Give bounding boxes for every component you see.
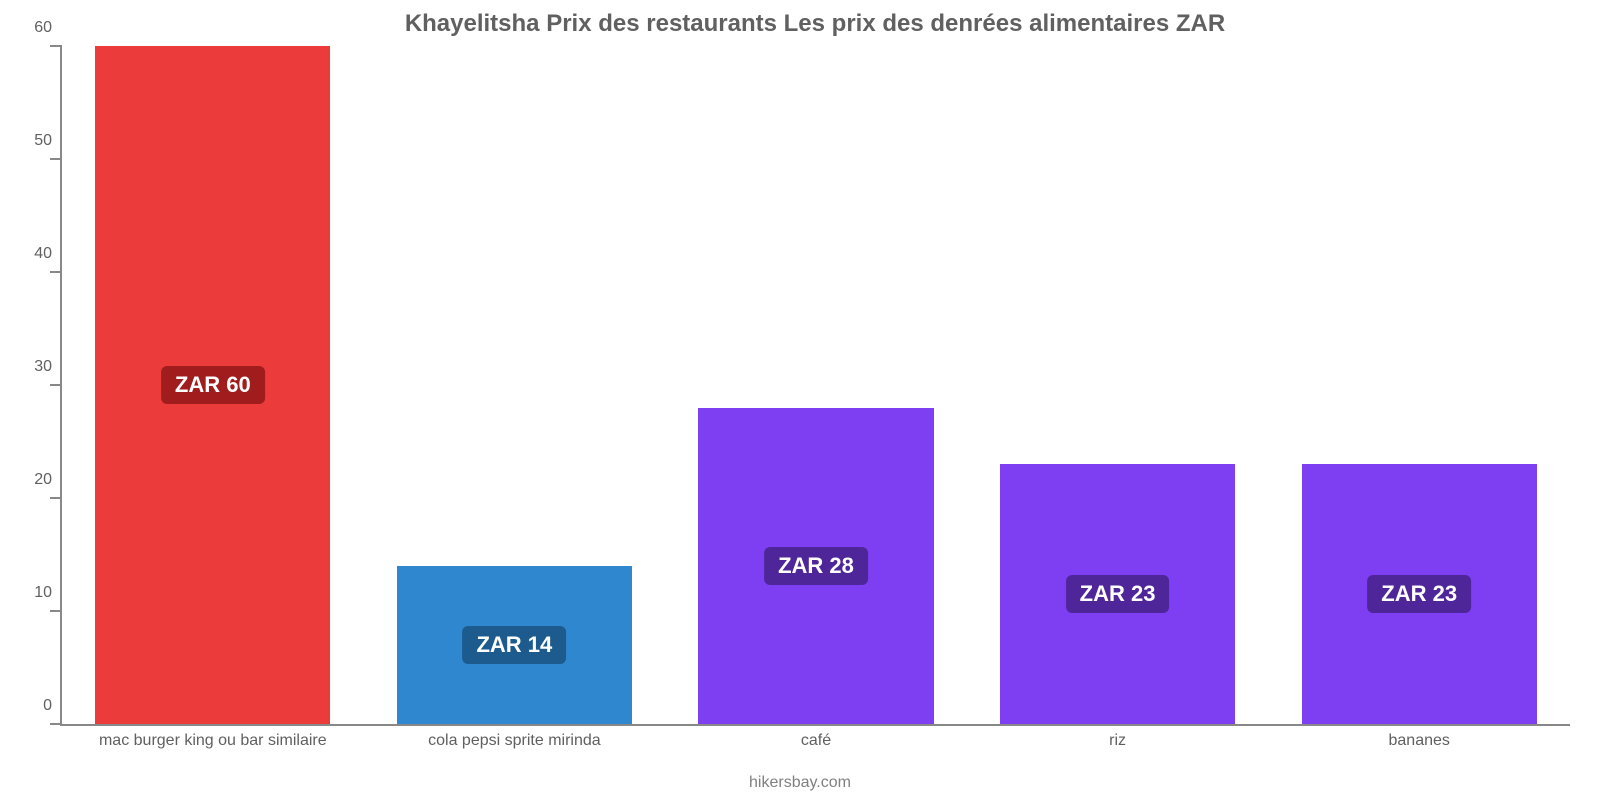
chart-title: Khayelitsha Prix des restaurants Les pri… (60, 10, 1570, 38)
y-axis-tick-label: 20 (16, 471, 52, 489)
y-axis-tick-label: 10 (16, 584, 52, 602)
bar-value-badge: ZAR 14 (462, 626, 566, 664)
y-axis-tick-label: 50 (16, 132, 52, 150)
bar-value-badge: ZAR 60 (161, 366, 265, 404)
x-axis-label: bananes (1388, 732, 1449, 750)
attribution-text: hikersbay.com (0, 774, 1600, 792)
y-axis-tick-label: 60 (16, 19, 52, 37)
y-axis-tick (50, 497, 62, 499)
y-axis-tick (50, 610, 62, 612)
y-axis-tick (50, 384, 62, 386)
x-axis-label: mac burger king ou bar similaire (99, 732, 327, 750)
plot-area: 0102030405060ZAR 60mac burger king ou ba… (60, 46, 1570, 726)
x-axis-label: riz (1109, 732, 1126, 750)
y-axis-tick-label: 40 (16, 245, 52, 263)
chart-bar: ZAR 60 (95, 46, 330, 724)
y-axis-tick (50, 45, 62, 47)
bar-value-badge: ZAR 28 (764, 547, 868, 585)
y-axis-tick (50, 723, 62, 725)
y-axis-tick (50, 271, 62, 273)
chart-bar: ZAR 14 (397, 566, 632, 724)
y-axis-tick-label: 30 (16, 358, 52, 376)
x-axis-label: café (801, 732, 831, 750)
chart-bar: ZAR 23 (1000, 464, 1235, 724)
chart-bar: ZAR 28 (698, 408, 933, 724)
bar-value-badge: ZAR 23 (1367, 575, 1471, 613)
chart-bar: ZAR 23 (1302, 464, 1537, 724)
y-axis-tick-label: 0 (16, 697, 52, 715)
bar-value-badge: ZAR 23 (1066, 575, 1170, 613)
x-axis-label: cola pepsi sprite mirinda (428, 732, 601, 750)
y-axis-tick (50, 158, 62, 160)
